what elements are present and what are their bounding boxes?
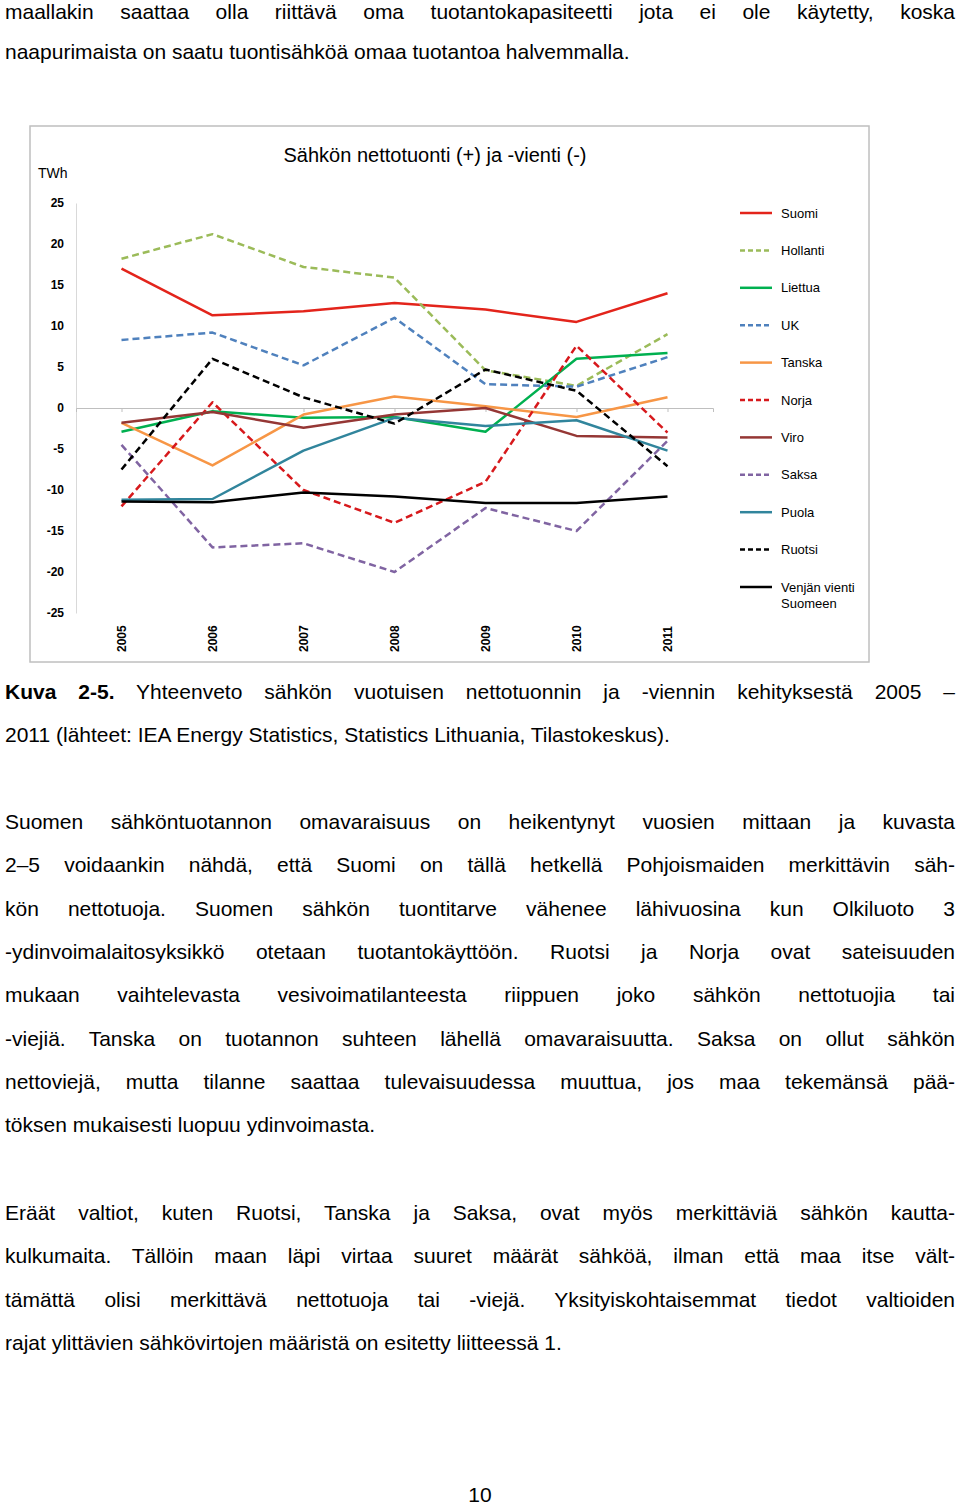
legend-swatch — [740, 324, 772, 327]
series-line — [122, 346, 668, 523]
x-tick — [304, 408, 305, 412]
legend-label: Puola — [781, 505, 815, 520]
legend-swatch — [740, 399, 772, 402]
chart: Sähkön nettotuonti (+) ja -vienti (-) TWh… — [0, 0, 960, 680]
legend-label: Suomi — [781, 206, 818, 221]
y-axis: -25 -20 -15 -10 -5 0 5 10 15 20 25 — [47, 196, 77, 620]
legend-swatch — [740, 361, 772, 364]
x-tick-label: 2009 — [479, 625, 493, 652]
legend-swatch — [740, 586, 772, 589]
series-line — [122, 359, 668, 470]
x-tick — [577, 408, 578, 412]
series-line — [122, 318, 668, 387]
legend-swatch — [740, 249, 772, 252]
y-tick-label: -20 — [47, 565, 65, 579]
legend-label: Ruotsi — [781, 542, 818, 557]
y-tick: -10 — [47, 483, 76, 497]
legend-swatch — [740, 287, 772, 290]
series-line — [122, 353, 668, 432]
chart-title: Sähkön nettotuonti (+) ja -vienti (-) — [284, 144, 587, 166]
y-tick-label: 25 — [51, 196, 65, 210]
legend-label: UK — [781, 318, 799, 333]
text-line: nettoviejä, mutta tilanne saattaa tuleva… — [5, 1070, 955, 1094]
text-line: kön nettotuoja. Suomen sähkön tuontitarv… — [5, 897, 955, 921]
text-line: -ydinvoimalaitosyksikkö otetaan tuotanto… — [5, 940, 955, 964]
y-tick: 20 — [51, 237, 76, 251]
text-line: naapurimaista on saatu tuontisähköä omaa… — [5, 40, 955, 64]
y-tick: 5 — [57, 360, 76, 374]
legend: Suomi Hollanti Liettua UK Tanska Norja Viro Sak… — [740, 206, 855, 611]
y-tick: -5 — [53, 442, 76, 456]
x-tick-mark — [122, 408, 123, 412]
series-line — [122, 234, 668, 386]
text-line: Eräät valtiot, kuten Ruotsi, Tanska ja S… — [5, 1201, 955, 1225]
y-tick: 10 — [51, 319, 76, 333]
legend-label: Tanska — [781, 355, 823, 370]
y-tick-label: -10 — [47, 483, 65, 497]
x-tick-mark — [304, 408, 305, 412]
y-tick-label: 5 — [57, 360, 64, 374]
text-line: maallakin saattaa olla riittävä oma tuot… — [5, 0, 955, 24]
text-line: Suomen sähköntuotannon omavaraisuus on h… — [5, 810, 955, 834]
plot-area — [122, 234, 668, 572]
x-tick — [668, 408, 669, 412]
x-tick-label: 2011 — [661, 626, 675, 652]
y-tick: -20 — [47, 565, 76, 579]
legend-swatch — [740, 212, 772, 215]
legend-swatch — [740, 548, 772, 551]
x-tick — [395, 408, 396, 412]
legend-swatch — [740, 511, 772, 514]
legend-label: Viro — [781, 430, 804, 445]
x-tick-label: 2005 — [115, 625, 129, 652]
series-line — [122, 397, 668, 466]
legend-swatch — [740, 474, 772, 477]
x-tick-label: 2008 — [388, 625, 402, 652]
y-tick: 0 — [57, 401, 76, 415]
legend-label: Liettua — [781, 280, 821, 295]
series-line — [122, 269, 668, 322]
y-tick: -25 — [47, 606, 76, 620]
legend-label: Venjän vientiSuomeen — [781, 580, 855, 611]
y-axis-title: TWh — [38, 165, 68, 181]
y-tick: 25 — [51, 196, 76, 210]
y-tick-label: 20 — [51, 237, 65, 251]
y-tick-label: 15 — [51, 278, 65, 292]
text-line: rajat ylittävien sähkövirtojen määristä … — [5, 1331, 955, 1355]
y-tick: -15 — [47, 524, 76, 538]
text-line: Kuva 2-5. Yhteenveto sähkön vuotuisen ne… — [5, 680, 955, 704]
text-line: 2–5 voidaankin nähdä, että Suomi on täll… — [5, 853, 955, 877]
legend-swatch — [740, 436, 772, 439]
x-tick-mark — [395, 408, 396, 412]
x-tick-mark — [577, 408, 578, 412]
y-tick-label: 0 — [57, 401, 64, 415]
text-line: mukaan vaihtelevasta vesivoimatilanteest… — [5, 983, 955, 1007]
series-line — [122, 418, 668, 500]
text-line: 2011 (lähteet: IEA Energy Statistics, St… — [5, 723, 955, 747]
text-line: töksen mukaisesti luopuu ydinvoimasta. — [5, 1113, 955, 1137]
text-line: kulkumaita. Tällöin maan läpi virtaa suu… — [5, 1244, 955, 1268]
caption-label: Kuva 2-5. — [5, 680, 115, 703]
chart-frame — [30, 126, 869, 662]
y-tick-label: 10 — [51, 319, 65, 333]
legend-label: Hollanti — [781, 243, 824, 258]
x-tick-label: 2007 — [297, 625, 311, 652]
x-tick-label: 2010 — [570, 625, 584, 652]
y-tick: 15 — [51, 278, 76, 292]
y-tick-label: -15 — [47, 524, 65, 538]
legend-label: Norja — [781, 393, 813, 408]
caption-text: Yhteenveto sähkön vuotuisen nettotuonnin… — [136, 680, 955, 703]
series-line — [122, 492, 668, 503]
series-line — [122, 441, 668, 572]
x-tick — [122, 408, 123, 412]
text-line: tämättä olisi merkittävä nettotuoja tai … — [5, 1288, 955, 1312]
page-number: 10 — [0, 1483, 960, 1507]
y-tick-label: -5 — [53, 442, 64, 456]
x-tick-mark — [668, 408, 669, 412]
text-line: -viejiä. Tanska on tuotannon suhteen läh… — [5, 1027, 955, 1051]
legend-label: Saksa — [781, 467, 818, 482]
x-tick-label: 2006 — [206, 625, 220, 652]
y-tick-label: -25 — [47, 606, 65, 620]
